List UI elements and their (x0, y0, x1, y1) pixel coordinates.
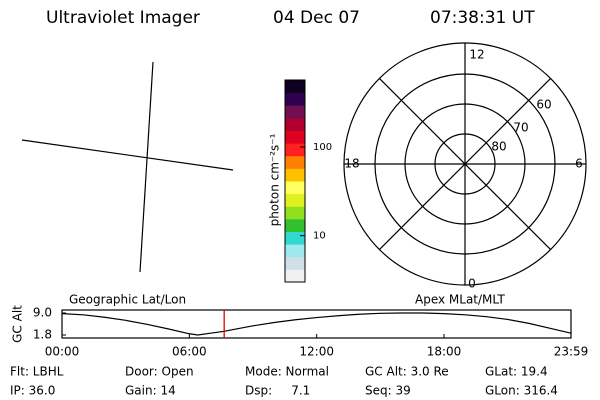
color-band (285, 244, 305, 258)
color-band (285, 92, 305, 106)
status-field: GC Alt: 3.0 Re (365, 365, 449, 379)
status-field: IP: 36.0 (10, 384, 55, 398)
y-axis-label: GC Alt (11, 305, 25, 343)
color-band (285, 181, 305, 195)
color-band (285, 117, 305, 131)
color-band (285, 269, 305, 283)
status-field: Seq: 39 (365, 384, 411, 398)
mlat-label: 80 (491, 140, 506, 154)
color-band (285, 130, 305, 144)
x-tick-label: 18:00 (427, 345, 462, 359)
mlt-label: 18 (344, 157, 359, 171)
y-tick-label: 1.8 (33, 328, 52, 342)
color-band (285, 155, 305, 169)
date: 04 Dec 07 (273, 8, 360, 28)
status-field: Dsp: 7.1 (245, 384, 310, 398)
status-field: Door: Open (125, 365, 194, 379)
color-band (285, 256, 305, 270)
status-field: GLon: 316.4 (485, 384, 558, 398)
colorbar-frame (284, 79, 306, 283)
x-tick-label: 23:59 (554, 345, 589, 359)
mlat-label: 60 (536, 98, 551, 112)
status-field: Flt: LBHL (10, 365, 64, 379)
plot-frame (61, 309, 572, 339)
altitude-line (61, 312, 572, 336)
color-band (285, 105, 305, 119)
mlt-label: 0 (468, 277, 476, 291)
polar-grid: 12 18 6 0 60 70 80 (343, 42, 587, 291)
instrument: Ultraviolet Imager (46, 8, 200, 28)
x-tick-label: 06:00 (172, 345, 207, 359)
geo-label: Geographic Lat/Lon (69, 293, 186, 307)
color-band (285, 193, 305, 207)
mlt-label: 6 (575, 157, 583, 171)
polar-label: Apex MLat/MLT (415, 293, 505, 307)
status-field: Gain: 14 (125, 384, 176, 398)
color-band (285, 168, 305, 182)
tick-label: 10 (313, 231, 326, 242)
spoke (378, 77, 552, 251)
x-tick-label: 12:00 (299, 345, 334, 359)
color-band (285, 80, 305, 94)
color-band (285, 143, 305, 157)
geo-graticule (21, 61, 234, 273)
status-field: GLat: 19.4 (485, 365, 548, 379)
status-field: Mode: Normal (245, 365, 329, 379)
color-band (285, 231, 305, 245)
y-tick-label: 9.0 (33, 306, 52, 320)
parallel (21, 139, 234, 171)
x-tick-label: 00:00 (45, 345, 80, 359)
time: 07:38:31 UT (430, 8, 535, 28)
meridian (139, 61, 154, 273)
tick-label: 100 (313, 142, 332, 153)
colorbar-label: photon cm⁻²s⁻¹ (268, 133, 282, 226)
mlat-label: 70 (513, 121, 528, 135)
mlt-label: 12 (469, 48, 484, 62)
color-band (285, 218, 305, 232)
color-band (285, 206, 305, 220)
